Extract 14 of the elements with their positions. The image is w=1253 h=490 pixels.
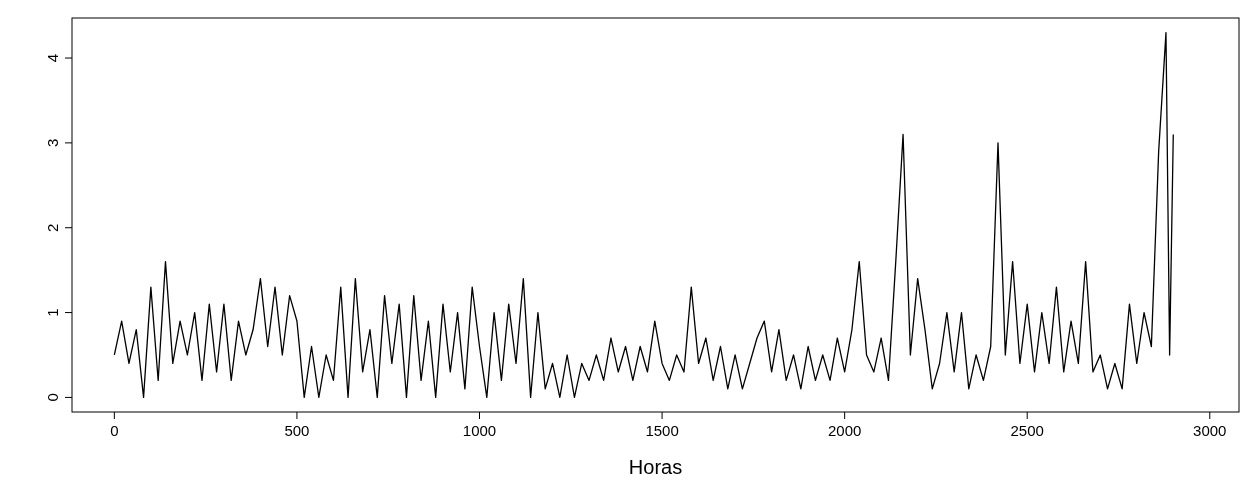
x-axis-title: Horas (628, 456, 683, 478)
line-series (113, 31, 1174, 399)
x-tick-label: 1500 (645, 422, 679, 439)
y-tick-label: 3 (44, 138, 61, 148)
x-tick-label: 1000 (462, 422, 497, 439)
y-tick-label: 4 (44, 53, 61, 63)
x-tick-label: 0 (110, 422, 119, 439)
y-tick-label: 1 (44, 308, 61, 317)
x-tick-label: 2000 (827, 422, 862, 439)
x-tick-label: 2500 (1010, 422, 1044, 439)
y-tick-label: 0 (44, 393, 61, 402)
x-tick-label: 500 (284, 422, 310, 439)
y-tick-label: 2 (44, 223, 61, 232)
x-tick-label: 3000 (1193, 422, 1227, 439)
